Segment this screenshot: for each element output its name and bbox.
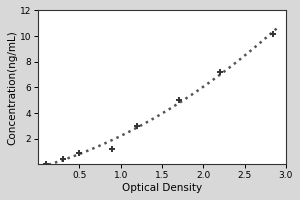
- X-axis label: Optical Density: Optical Density: [122, 183, 202, 193]
- Y-axis label: Concentration(ng/mL): Concentration(ng/mL): [7, 30, 17, 145]
